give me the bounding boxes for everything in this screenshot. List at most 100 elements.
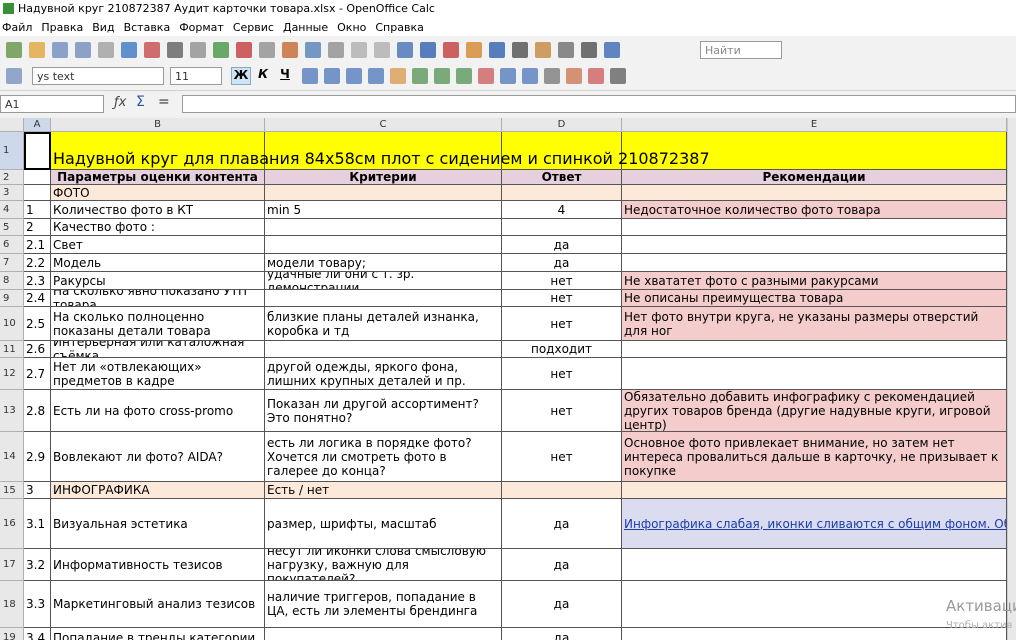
cell[interactable] (622, 219, 1007, 236)
cell[interactable]: 4 (502, 201, 622, 219)
cell[interactable]: Не описаны преимущества товара (622, 290, 1007, 307)
cell[interactable] (24, 185, 51, 201)
cell[interactable] (265, 219, 502, 236)
toolbar-icon[interactable] (522, 68, 538, 84)
cell[interactable] (265, 341, 502, 358)
row-header[interactable]: 8 (0, 272, 24, 290)
toolbar-icon[interactable] (604, 42, 620, 58)
cell[interactable]: Обязательно добавить инфографику с реком… (622, 390, 1007, 432)
row-header[interactable]: 9 (0, 290, 24, 307)
cell[interactable]: 2.7 (24, 358, 51, 390)
toolbar-icon[interactable] (98, 42, 114, 58)
menu-item[interactable]: Вид (92, 20, 115, 34)
row-header[interactable]: 12 (0, 358, 24, 390)
cell[interactable]: 3 (24, 482, 51, 499)
cell[interactable] (51, 132, 265, 170)
menu-item[interactable]: Справка (375, 20, 424, 34)
row-header[interactable]: 18 (0, 581, 24, 628)
cell[interactable]: min 5 (265, 201, 502, 219)
toolbar-icon[interactable] (302, 68, 318, 84)
row-header[interactable]: 10 (0, 307, 24, 341)
toolbar-icon[interactable] (236, 42, 252, 58)
cell[interactable] (502, 185, 622, 201)
toolbar-icon[interactable] (374, 42, 390, 58)
vertical-scrollbar[interactable] (1007, 118, 1016, 640)
cell[interactable] (622, 581, 1007, 628)
toolbar-icon[interactable] (456, 68, 472, 84)
cell[interactable]: несут ли иконки слова смысловую нагрузку… (265, 549, 502, 581)
sum-button[interactable]: Σ (136, 94, 145, 110)
row-header[interactable]: 13 (0, 390, 24, 432)
row-header[interactable]: 4 (0, 201, 24, 219)
italic-button[interactable]: К (258, 67, 268, 81)
cell[interactable]: ИНФОГРАФИКА (51, 482, 265, 499)
cell[interactable] (24, 132, 51, 170)
cell[interactable]: Критерии (265, 170, 502, 185)
row-header[interactable]: 16 (0, 499, 24, 549)
cell[interactable]: нет (502, 358, 622, 390)
cell[interactable]: да (502, 581, 622, 628)
cell[interactable]: Нет ли «отвлекающих» предметов в кадре (51, 358, 265, 390)
underline-button[interactable]: Ч (280, 67, 290, 81)
cell[interactable] (265, 236, 502, 254)
toolbar-icon[interactable] (324, 68, 340, 84)
title-cell[interactable]: Надувной круг для плавания 84х58см плот … (53, 149, 710, 168)
function-wizard-icon[interactable]: ƒx (114, 95, 127, 110)
cell[interactable]: Ракурсы (51, 272, 265, 290)
cell[interactable]: да (502, 236, 622, 254)
cell[interactable]: 3.1 (24, 499, 51, 549)
cell[interactable]: Информативность тезисов (51, 549, 265, 581)
cell[interactable]: 1 (24, 201, 51, 219)
cell[interactable]: нет (502, 307, 622, 341)
row-header[interactable]: 6 (0, 236, 24, 254)
cell[interactable] (622, 236, 1007, 254)
row-header[interactable]: 7 (0, 254, 24, 272)
cell[interactable]: подходит (502, 341, 622, 358)
cell[interactable]: 2.1 (24, 236, 51, 254)
toolbar-icon[interactable] (6, 68, 22, 84)
menu-item[interactable]: Файл (2, 20, 33, 34)
cell[interactable] (622, 628, 1007, 640)
cell[interactable] (265, 628, 502, 640)
cell[interactable]: 2.4 (24, 290, 51, 307)
row-header[interactable]: 11 (0, 341, 24, 358)
toolbar-icon[interactable] (544, 68, 560, 84)
cell[interactable]: 2.8 (24, 390, 51, 432)
cell[interactable]: Качество фото : (51, 219, 265, 236)
cell[interactable] (622, 482, 1007, 499)
toolbar-icon[interactable] (390, 68, 406, 84)
cell[interactable] (622, 358, 1007, 390)
cell[interactable]: 2.9 (24, 432, 51, 482)
cell[interactable]: нет (502, 390, 622, 432)
toolbar-icon[interactable] (434, 68, 450, 84)
cell[interactable] (502, 132, 622, 170)
row-header[interactable]: 5 (0, 219, 24, 236)
toolbar-icon[interactable] (412, 68, 428, 84)
cell[interactable]: Параметры оценки контента (51, 170, 265, 185)
toolbar-icon[interactable] (566, 68, 582, 84)
cell[interactable] (265, 290, 502, 307)
cell[interactable]: 2.3 (24, 272, 51, 290)
cell[interactable] (622, 185, 1007, 201)
cell[interactable]: 2.5 (24, 307, 51, 341)
cell[interactable]: Количество фото в КТ (51, 201, 265, 219)
cell[interactable]: да (502, 499, 622, 549)
search-box[interactable]: Найти (700, 41, 782, 59)
menu-item[interactable]: Формат (179, 20, 224, 34)
row-header[interactable]: 1 (0, 132, 24, 170)
column-header[interactable]: E (622, 118, 1007, 132)
toolbar-icon[interactable] (328, 42, 344, 58)
cell[interactable] (502, 219, 622, 236)
formula-input[interactable] (182, 95, 1016, 113)
toolbar-icon[interactable] (190, 42, 206, 58)
cell[interactable]: да (502, 254, 622, 272)
column-header[interactable]: C (265, 118, 502, 132)
toolbar-icon[interactable] (259, 42, 275, 58)
cell[interactable] (622, 341, 1007, 358)
cell[interactable] (24, 170, 51, 185)
row-header[interactable]: 19 (0, 628, 24, 640)
column-header[interactable]: A (24, 118, 51, 132)
toolbar-icon[interactable] (466, 42, 482, 58)
cell[interactable]: Инфографика слабая, иконки сливаются с о… (622, 499, 1007, 549)
cell[interactable]: Рекомендации (622, 170, 1007, 185)
